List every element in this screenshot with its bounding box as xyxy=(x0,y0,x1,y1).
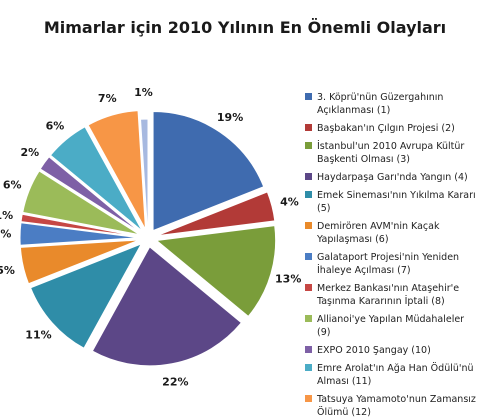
legend-item-9: Allianoi'ye Yapılan Müdahaleler (9) xyxy=(305,314,464,338)
pie-slice-7 xyxy=(19,222,140,246)
data-label-5: 11% xyxy=(25,329,51,342)
legend-swatch-9 xyxy=(305,315,312,322)
pie-slice-10 xyxy=(39,156,142,234)
data-label-2: 4% xyxy=(280,196,299,209)
legend-item-7: Galataport Projesi'nin Yeniden İhaleye Aç… xyxy=(305,252,459,276)
pie-slice-1 xyxy=(152,111,265,232)
pie-slice-9 xyxy=(22,170,140,236)
data-label-9: 6% xyxy=(3,178,22,191)
legend-swatch-2 xyxy=(305,124,312,131)
data-label-11: 6% xyxy=(46,120,65,133)
chart-title: Mimarlar için 2010 Yılının En Önemli Ola… xyxy=(44,18,446,37)
legend-label-5: Emek Sineması'nın Yıkılma Kararı (5) xyxy=(317,190,476,214)
legend-swatch-7 xyxy=(305,253,312,260)
legend-swatch-1 xyxy=(305,93,312,100)
legend-item-2: Başbakan'ın Çılgın Projesi (2) xyxy=(305,123,455,134)
data-label-6: 5% xyxy=(0,264,15,277)
legend-item-1: 3. Köprü'nün Güzergahının Açıklanması (1) xyxy=(305,92,443,116)
legend-swatch-4 xyxy=(305,173,312,180)
pie-slice-8 xyxy=(20,213,140,238)
pie-slice-4 xyxy=(91,246,243,367)
legend-label-9: Allianoi'ye Yapılan Müdahaleler (9) xyxy=(317,314,464,338)
pie-slice-13 xyxy=(139,118,149,239)
legend-item-6: Demirören AVM'nin Kaçak Yapılaşması (6) xyxy=(305,221,440,245)
legend-label-6: Demirören AVM'nin Kaçak Yapılaşması (6) xyxy=(316,221,440,245)
legend-item-8: Merkez Bankası'nın Ataşehir'e Taşınma Kar… xyxy=(305,283,459,307)
legend-label-4: Haydarpaşa Garı'nda Yangın (4) xyxy=(317,172,468,183)
pie-slices xyxy=(19,110,277,367)
legend-swatch-5 xyxy=(305,191,312,198)
legend-label-3: İstanbul'un 2010 Avrupa Kültür Başkenti O… xyxy=(317,141,464,165)
pie-slice-3 xyxy=(155,225,277,318)
data-labels: 19% 4% 13% 22% 11% 5% 3% 1% 6% 2% 6% 7% 1% xyxy=(0,86,301,388)
legend-swatch-12 xyxy=(305,395,312,402)
data-label-7: 3% xyxy=(0,227,11,240)
data-label-4: 22% xyxy=(162,375,188,388)
legend-label-1: 3. Köprü'nün Güzergahının Açıklanması (1) xyxy=(317,92,443,116)
pie-slice-12 xyxy=(87,110,146,230)
pie-slice-2 xyxy=(156,191,276,237)
legend-swatch-11 xyxy=(305,364,312,371)
legend-item-5: Emek Sineması'nın Yıkılma Kararı (5) xyxy=(305,190,476,214)
legend-label-11: Emre Arolat'ın Ağa Han Ödülü'nü Alması (1… xyxy=(317,363,474,387)
legend-swatch-10 xyxy=(305,346,312,353)
legend-item-10: EXPO 2010 Şangay (10) xyxy=(305,345,431,356)
data-label-10: 2% xyxy=(21,146,40,159)
pie-slice-5 xyxy=(29,242,143,349)
legend-label-12: Tatsuya Yamamoto'nun Zamansız Ölümü (12) xyxy=(316,394,476,418)
data-label-12: 7% xyxy=(98,92,117,105)
legend-item-4: Haydarpaşa Garı'nda Yangın (4) xyxy=(305,172,468,183)
data-label-8: 1% xyxy=(0,209,13,222)
legend-label-10: EXPO 2010 Şangay (10) xyxy=(317,345,431,356)
pie-slice-6 xyxy=(19,239,140,285)
data-label-1: 19% xyxy=(217,111,243,124)
legend-swatch-8 xyxy=(305,284,312,291)
data-label-13: 1% xyxy=(134,86,153,99)
legend-item-12: Tatsuya Yamamoto'nun Zamansız Ölümü (12) xyxy=(305,394,476,418)
legend: 3. Köprü'nün Güzergahının Açıklanması (1)… xyxy=(305,92,476,418)
legend-label-8: Merkez Bankası'nın Ataşehir'e Taşınma Kar… xyxy=(316,283,459,307)
legend-label-7: Galataport Projesi'nin Yeniden İhaleye Aç… xyxy=(317,252,459,276)
legend-swatch-3 xyxy=(305,142,312,149)
data-label-3: 13% xyxy=(275,273,301,286)
legend-swatch-6 xyxy=(305,222,312,229)
legend-item-11: Emre Arolat'ın Ağa Han Ödülü'nü Alması (1… xyxy=(305,363,474,387)
legend-label-2: Başbakan'ın Çılgın Projesi (2) xyxy=(317,123,455,134)
pie-slice-11 xyxy=(49,126,143,232)
legend-item-3: İstanbul'un 2010 Avrupa Kültür Başkenti O… xyxy=(305,141,464,165)
